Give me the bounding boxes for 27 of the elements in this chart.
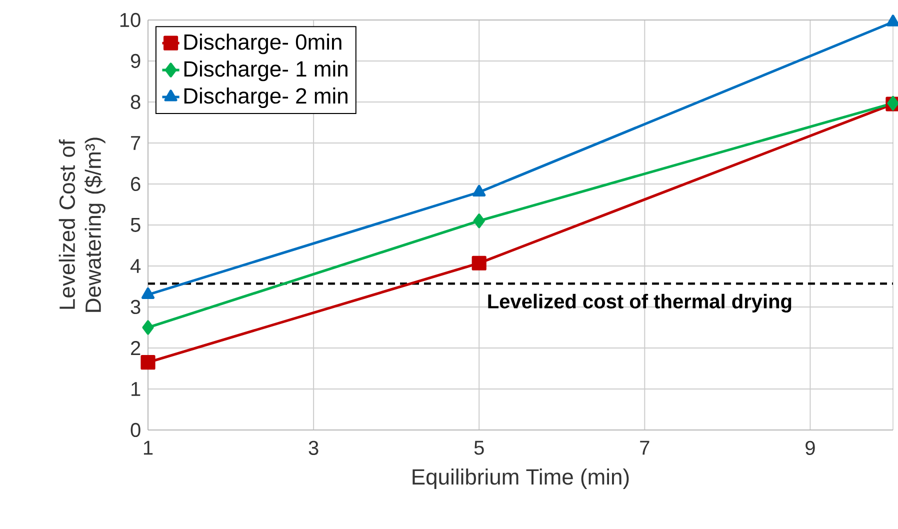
y-tick-label: 0 <box>130 422 140 438</box>
x-tick-label: 9 <box>806 440 815 456</box>
y-axis-title: Levelized Cost of Dewatering ($/m³) <box>58 138 106 312</box>
x-tick-label: 7 <box>640 440 650 455</box>
point <box>472 184 486 196</box>
y-tick-label: 9 <box>130 54 140 68</box>
x-tick-label: 3 <box>308 440 318 456</box>
x-axis-title: Equilibrium Time (min) <box>412 468 629 490</box>
legend-label: Discharge- 2 min <box>184 88 348 108</box>
point <box>473 214 485 228</box>
point <box>472 256 486 270</box>
legend-label: Discharge- 0min <box>184 34 342 54</box>
legend-label: Discharge- 1 min <box>184 60 348 82</box>
y-tick-label: 10 <box>120 12 140 28</box>
x-tick-label: 1 <box>144 440 153 455</box>
y-tick-label: 1 <box>132 382 140 396</box>
point <box>142 320 154 335</box>
y-tick-label: 2 <box>131 341 140 355</box>
y-tick-label: 6 <box>131 176 140 192</box>
point <box>140 355 156 370</box>
y-tick-label: 5 <box>130 218 140 232</box>
ref-line-label: Levelized cost of thermal drying <box>488 294 792 313</box>
x-tick-label: 5 <box>474 440 484 455</box>
y-tick-label: 4 <box>130 259 141 273</box>
y-tick-label: 3 <box>130 300 140 314</box>
y-tick-label: 7 <box>131 136 140 150</box>
y-tick-label: 8 <box>130 94 140 110</box>
